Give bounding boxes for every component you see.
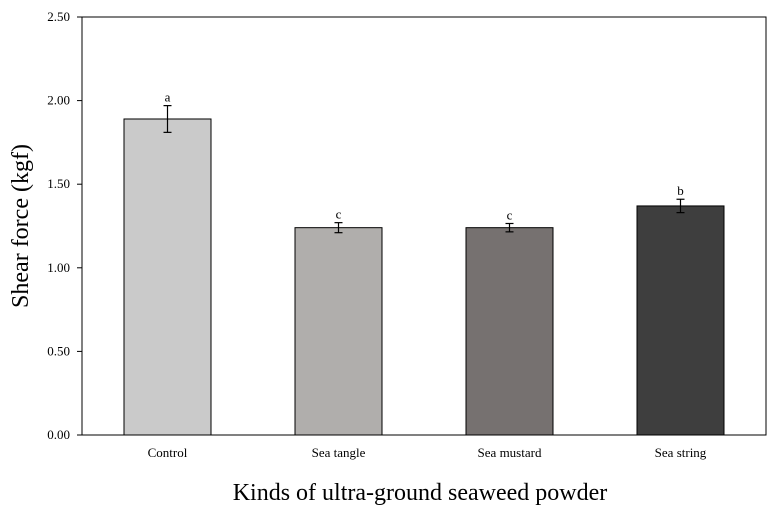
significance-label: c <box>507 207 513 222</box>
y-axis-title: Shear force (kgf) <box>8 144 34 308</box>
error-bar <box>163 105 172 133</box>
y-axis-ticks: 0.00 0.50 1.00 1.50 2.00 2.50 <box>47 9 82 442</box>
y-tick-label: 0.00 <box>47 427 70 442</box>
x-category-label: Control <box>148 445 188 460</box>
significance-label: c <box>336 207 342 222</box>
x-axis-categories: Control Sea tangle Sea mustard Sea string <box>148 445 707 460</box>
y-tick-label: 1.00 <box>47 260 70 275</box>
x-category-label: Sea mustard <box>478 445 542 460</box>
error-bars <box>163 105 685 234</box>
bars <box>123 118 725 436</box>
x-category-label: Sea string <box>655 445 707 460</box>
significance-labels: a c c b <box>165 90 684 223</box>
y-tick-label: 2.50 <box>47 9 70 24</box>
bar-control <box>123 118 212 436</box>
x-category-label: Sea tangle <box>312 445 366 460</box>
bar-sea-mustard <box>465 227 554 436</box>
significance-label: a <box>165 90 171 105</box>
error-bar <box>505 222 514 233</box>
significance-label: b <box>677 183 684 198</box>
x-axis-title: Kinds of ultra-ground seaweed powder <box>233 480 608 505</box>
error-bar <box>334 222 343 234</box>
y-tick-label: 0.50 <box>47 343 70 358</box>
y-tick-label: 1.50 <box>47 176 70 191</box>
bar-sea-string <box>636 205 725 436</box>
y-tick-label: 2.00 <box>47 93 70 108</box>
error-bar <box>676 198 685 214</box>
bar-sea-tangle <box>294 227 383 436</box>
plot-frame <box>81 16 767 436</box>
